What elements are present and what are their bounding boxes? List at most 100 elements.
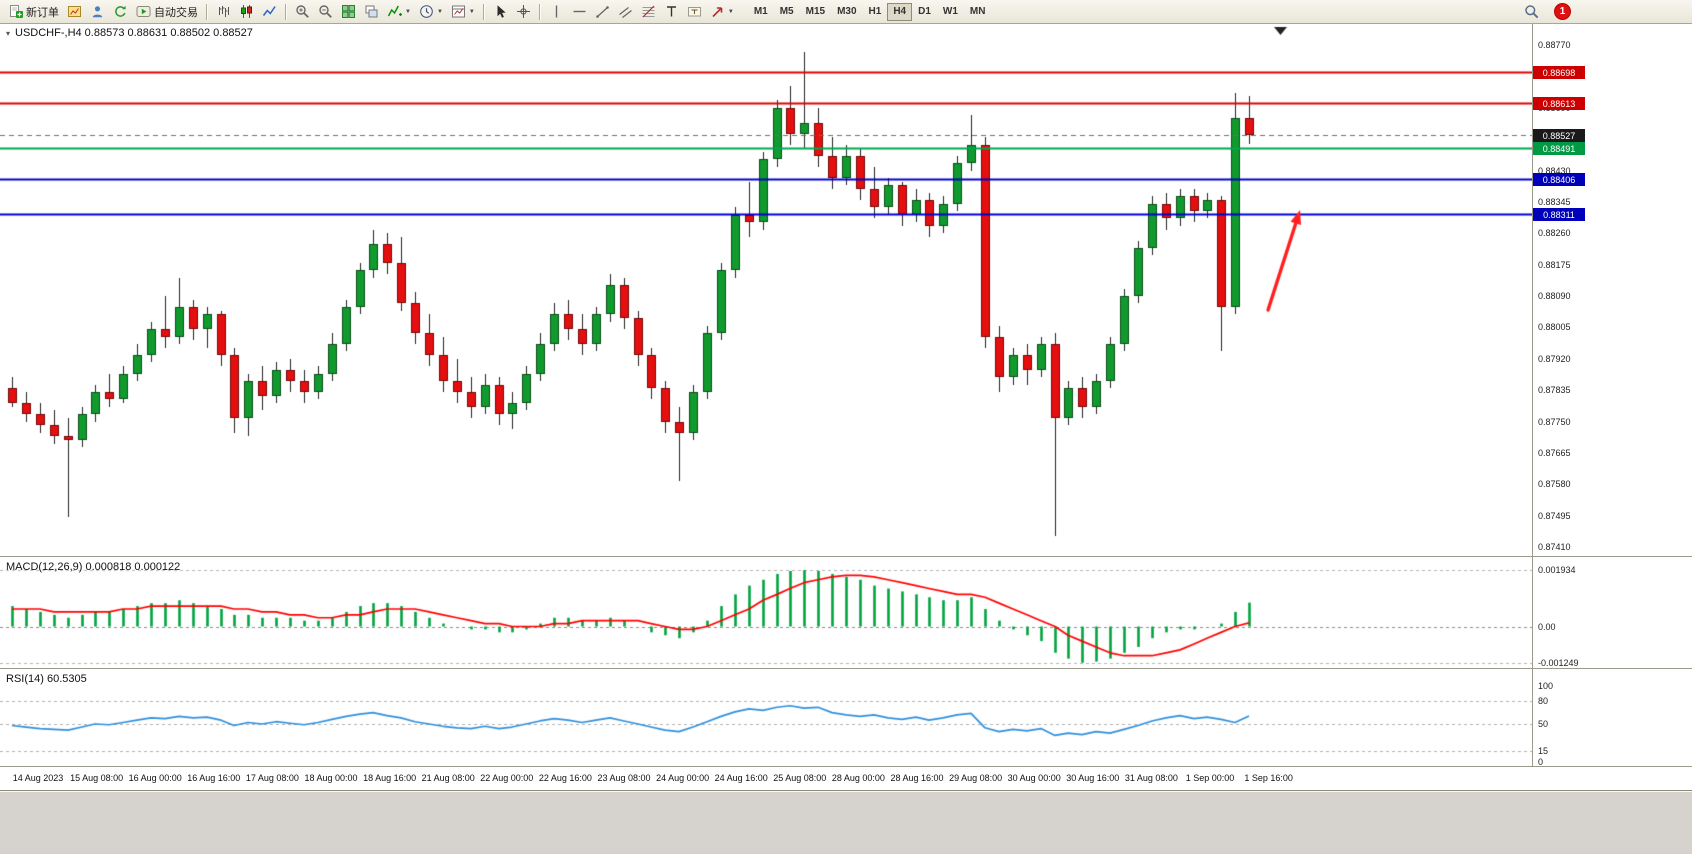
macd-axis-tick: 0.001934 — [1538, 565, 1576, 575]
new-order-icon — [8, 4, 23, 19]
text-button[interactable] — [660, 2, 683, 22]
macd-pane-canvas[interactable] — [0, 557, 1532, 668]
price-axis-tick: 0.88175 — [1538, 260, 1571, 270]
refresh-button[interactable] — [109, 2, 132, 22]
tile-windows-button[interactable] — [337, 2, 360, 22]
crosshair-button[interactable] — [512, 2, 535, 22]
macd-axis-tick: 0.00 — [1538, 622, 1556, 632]
timeframe-w1-button[interactable]: W1 — [937, 3, 964, 21]
indicators-button[interactable]: ▼ — [383, 2, 415, 22]
timeframe-h1-button[interactable]: H1 — [863, 3, 888, 21]
time-axis-label: 31 Aug 08:00 — [1124, 773, 1178, 783]
indicators-icon — [387, 4, 402, 19]
autotrading-button[interactable]: 自动交易 — [132, 2, 202, 22]
timeframe-toolbar: M1 M5 M15 M30 H1 H4 D1 W1 MN — [748, 2, 992, 21]
timeframe-mn-button[interactable]: MN — [964, 3, 992, 21]
toolbar-separator — [538, 3, 541, 20]
time-axis-label: 30 Aug 00:00 — [1007, 773, 1061, 783]
clock-icon — [419, 4, 434, 19]
new-order-button[interactable]: 新订单 — [4, 2, 63, 22]
macd-axis-tick: -0.001249 — [1538, 658, 1579, 668]
price-axis-tick: 0.87410 — [1538, 542, 1571, 552]
time-axis[interactable]: 14 Aug 2023 15 Aug 08:00 16 Aug 00:00 16 Au… — [0, 766, 1532, 790]
chart-title-text: USDCHF-,H4 0.88573 0.88631 0.88502 0.885… — [15, 27, 253, 39]
rsi-axis-tick: 50 — [1538, 719, 1549, 729]
time-axis-label: 29 Aug 08:00 — [949, 773, 1003, 783]
periods-button[interactable]: ▼ — [415, 2, 447, 22]
new-order-label: 新订单 — [26, 6, 59, 19]
arrange-windows-button[interactable] — [360, 2, 383, 22]
candlestick-chart-button[interactable] — [235, 2, 258, 22]
pane-divider[interactable] — [0, 668, 1692, 669]
vertical-line-icon — [549, 4, 564, 19]
text-label-button[interactable] — [683, 2, 706, 22]
time-axis-label: 14 Aug 2023 — [12, 773, 64, 783]
trendline-icon — [595, 4, 610, 19]
timeframe-m5-button[interactable]: M5 — [774, 3, 800, 21]
channel-icon — [618, 4, 633, 19]
profile-icon — [90, 4, 105, 19]
arrow-objects-button[interactable]: ▼ — [706, 2, 738, 22]
window-footer — [0, 790, 1692, 854]
time-axis-label: 28 Aug 00:00 — [831, 773, 885, 783]
equidistant-channel-button[interactable] — [614, 2, 637, 22]
price-axis-tick: 0.88430 — [1538, 166, 1571, 176]
price-level-label: 0.88491 — [1533, 142, 1585, 155]
bar-chart-button[interactable] — [212, 2, 235, 22]
toolbar-left-group: 新订单 自动交易 ▼ ▼ ▼ ▼ — [4, 2, 738, 22]
time-axis-label: 25 Aug 08:00 — [773, 773, 827, 783]
time-axis-label: 22 Aug 00:00 — [480, 773, 534, 783]
search-button[interactable] — [1520, 2, 1543, 22]
timeframe-d1-button[interactable]: D1 — [912, 3, 937, 21]
fibonacci-icon — [641, 4, 656, 19]
templates-button[interactable]: ▼ — [447, 2, 479, 22]
timeframe-m15-button[interactable]: M15 — [800, 3, 831, 21]
horizontal-line-button[interactable] — [568, 2, 591, 22]
price-axis-tick: 0.88090 — [1538, 291, 1571, 301]
zoom-in-button[interactable] — [291, 2, 314, 22]
pane-divider — [0, 766, 1692, 767]
horizontal-line-icon — [572, 4, 587, 19]
tile-windows-icon — [341, 4, 356, 19]
chart-window-button[interactable] — [63, 2, 86, 22]
price-axis-tick: 0.88770 — [1538, 40, 1571, 50]
pane-divider[interactable] — [0, 556, 1692, 557]
price-level-label: 0.88698 — [1533, 66, 1585, 79]
vertical-line-button[interactable] — [545, 2, 568, 22]
price-level-label: 0.88311 — [1533, 208, 1585, 221]
price-level-label: 0.88527 — [1533, 129, 1585, 142]
trendline-button[interactable] — [591, 2, 614, 22]
line-chart-button[interactable] — [258, 2, 281, 22]
time-axis-label: 30 Aug 16:00 — [1066, 773, 1120, 783]
rsi-label: RSI(14) 60.5305 — [6, 673, 87, 685]
price-axis-tick: 0.87835 — [1538, 385, 1571, 395]
timeframe-h4-button[interactable]: H4 — [887, 2, 913, 21]
time-axis-label: 18 Aug 16:00 — [363, 773, 417, 783]
price-axis-tick: 0.87665 — [1538, 448, 1571, 458]
time-axis-label: 17 Aug 08:00 — [245, 773, 299, 783]
fibonacci-button[interactable] — [637, 2, 660, 22]
notification-badge[interactable]: 1 — [1555, 4, 1570, 19]
price-chart-canvas[interactable] — [0, 24, 1532, 556]
chevron-down-icon: ▼ — [468, 8, 475, 15]
time-axis-label: 28 Aug 16:00 — [890, 773, 944, 783]
zoom-out-button[interactable] — [314, 2, 337, 22]
toolbar-separator — [482, 3, 485, 20]
time-axis-label: 16 Aug 16:00 — [187, 773, 241, 783]
price-axis-border — [1532, 24, 1533, 766]
timeframe-m1-button[interactable]: M1 — [748, 3, 774, 21]
refresh-icon — [113, 4, 128, 19]
price-level-label: 0.88406 — [1533, 173, 1585, 186]
chart-menu-icon[interactable]: ▾ — [6, 28, 11, 38]
time-axis-label: 1 Sep 00:00 — [1185, 773, 1235, 783]
timeframe-m30-button[interactable]: M30 — [831, 3, 862, 21]
cursor-button[interactable] — [489, 2, 512, 22]
profile-button[interactable] — [86, 2, 109, 22]
time-axis-label: 24 Aug 16:00 — [714, 773, 768, 783]
candlestick-icon — [239, 4, 254, 19]
rsi-axis-tick: 100 — [1538, 681, 1554, 691]
rsi-pane-canvas[interactable] — [0, 669, 1532, 766]
rsi-axis-tick: 15 — [1538, 746, 1549, 756]
cursor-icon — [493, 4, 508, 19]
price-axis-tick: 0.87495 — [1538, 511, 1571, 521]
